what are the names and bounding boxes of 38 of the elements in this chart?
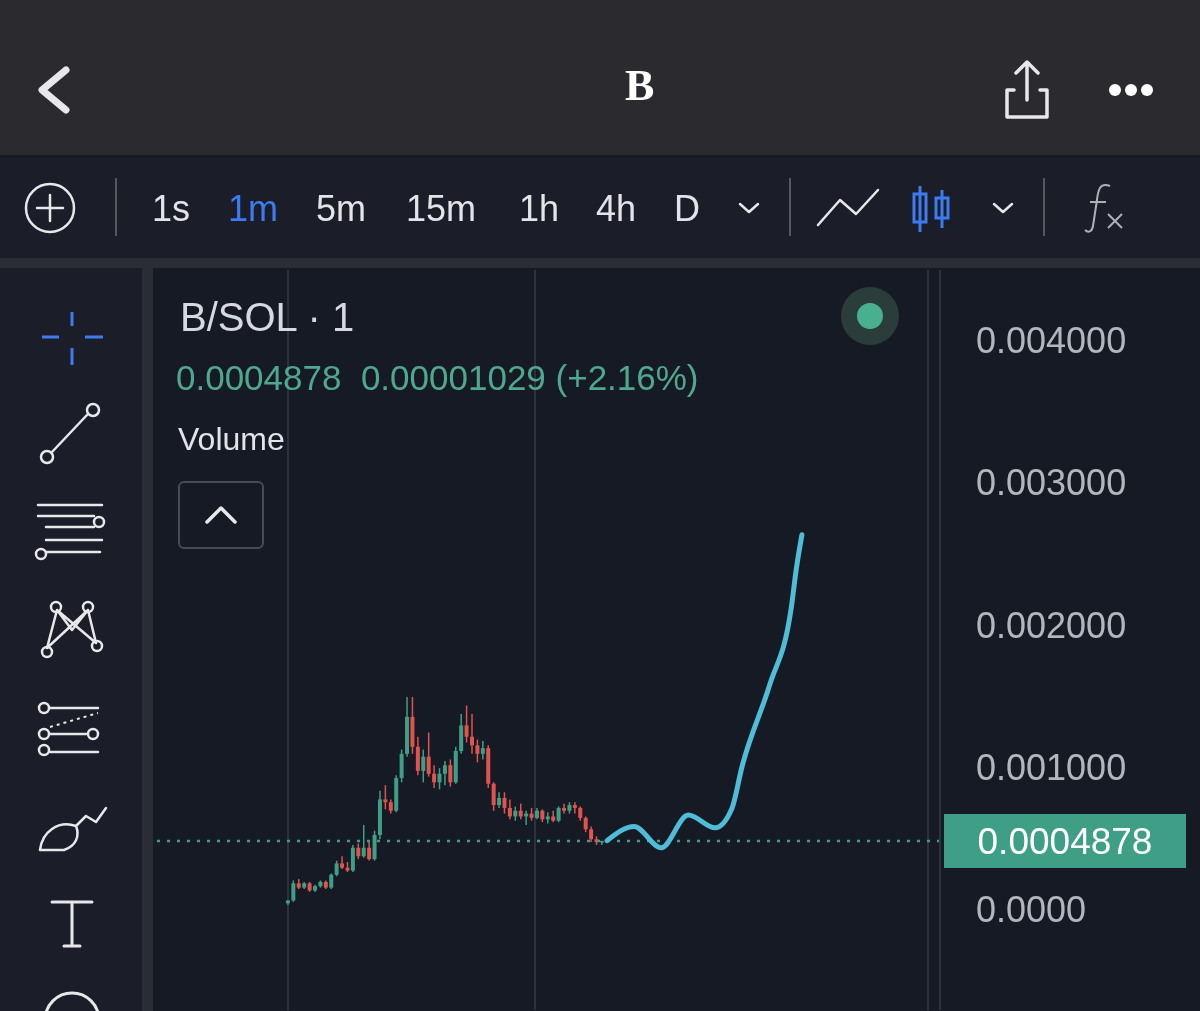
- candlestick: [432, 764, 437, 789]
- y-tick-label: 0.003000: [976, 462, 1127, 504]
- text: 0.0004878 0.00001029 (+2.16%): [176, 358, 699, 398]
- candlestick: [437, 767, 442, 791]
- candlestick: [350, 844, 355, 873]
- y-tick-label: 0.001000: [976, 747, 1127, 789]
- candlestick: [421, 748, 426, 784]
- y-tick-label: 0.002000: [976, 604, 1127, 646]
- candlestick: [448, 758, 453, 788]
- annotation: Volume: [178, 421, 285, 458]
- y-tick-label: 0.004000: [976, 320, 1127, 362]
- candlestick: [383, 784, 388, 811]
- candlestick: [545, 811, 550, 825]
- text: B: [625, 60, 655, 111]
- ref-line-label: 0.0004878: [977, 820, 1153, 862]
- text: 5m: [316, 188, 367, 230]
- candlestick: [361, 824, 366, 859]
- text: 1h: [519, 188, 560, 230]
- candlestick: [507, 798, 512, 821]
- candlestick: [502, 791, 507, 815]
- text: 1s: [152, 188, 191, 230]
- candlestick: [475, 738, 480, 764]
- text: B/SOL · 1: [180, 295, 355, 340]
- text: 4h: [596, 188, 637, 230]
- candlestick: [572, 801, 577, 815]
- candlestick: [562, 802, 567, 815]
- candlestick: [464, 704, 469, 744]
- candlestick: [367, 841, 372, 862]
- candlestick: [491, 781, 496, 812]
- candlestick: [480, 740, 485, 761]
- text: 15m: [406, 188, 477, 230]
- text: D: [674, 188, 700, 230]
- candlestick: [426, 731, 431, 778]
- candlestick: [442, 760, 447, 786]
- candlestick: [291, 879, 296, 903]
- y-tick-label: 0.0000: [976, 889, 1087, 931]
- text: 1m: [228, 188, 279, 230]
- candlestick: [470, 713, 474, 755]
